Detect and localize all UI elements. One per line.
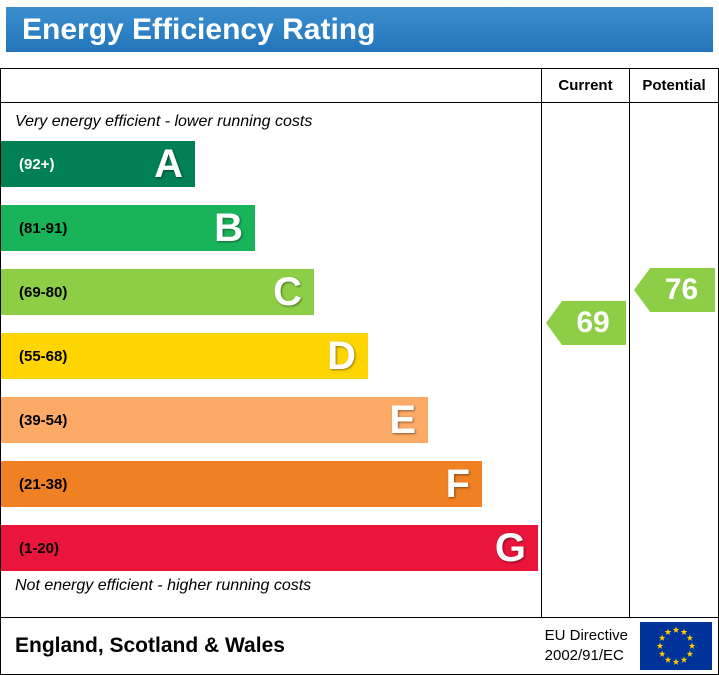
band-letter: A bbox=[154, 142, 183, 186]
band-range-label: (69-80) bbox=[19, 283, 68, 301]
eu-directive-line2: 2002/91/EC bbox=[544, 647, 624, 664]
potential-rating-arrow: 76 bbox=[634, 268, 715, 312]
band-range-label: (39-54) bbox=[19, 411, 68, 429]
current-column-header: Current bbox=[558, 77, 613, 94]
band-range-label: (81-91) bbox=[19, 219, 68, 237]
potential-column-header: Potential bbox=[642, 77, 706, 94]
eu-directive-line1: EU Directive bbox=[544, 626, 628, 644]
current-rating-value: 69 bbox=[576, 306, 610, 339]
rating-band-b: (81-91) B bbox=[1, 205, 255, 251]
column-divider-current bbox=[541, 69, 542, 617]
band-letter: G bbox=[494, 526, 526, 570]
band-letter: E bbox=[389, 398, 416, 442]
band-range-label: (92+) bbox=[19, 155, 55, 173]
band-letter: D bbox=[327, 334, 356, 378]
chart-title-bar: Energy Efficiency Rating bbox=[6, 7, 713, 52]
rating-band-e: (39-54) E bbox=[1, 397, 428, 443]
rating-band-a: (92+) A bbox=[1, 141, 195, 187]
eu-flag-icon bbox=[640, 622, 712, 670]
potential-rating-value: 76 bbox=[664, 273, 699, 306]
eu-directive-label: EU Directive 2002/91/EC bbox=[545, 626, 628, 667]
table-header-row: Current Potential bbox=[1, 69, 718, 103]
current-rating-arrow: 69 bbox=[546, 301, 626, 345]
column-divider-potential bbox=[629, 69, 630, 617]
rating-bands: (92+) A (81-91) B (69-80) C (55-68) D (39-54) E (2… bbox=[1, 141, 541, 589]
rating-band-g: (1-20) G bbox=[1, 525, 538, 571]
band-range-label: (55-68) bbox=[19, 347, 68, 365]
band-range-label: (1-20) bbox=[19, 539, 60, 557]
rating-band-c: (69-80) C bbox=[1, 269, 314, 315]
band-letter: C bbox=[273, 270, 302, 314]
footer: England, Scotland & Wales EU Directive 2… bbox=[0, 618, 719, 675]
rating-table: Current Potential Very energy efficient … bbox=[0, 68, 719, 618]
bottom-note: Not energy efficient - higher running co… bbox=[15, 577, 312, 594]
rating-band-d: (55-68) D bbox=[1, 333, 368, 379]
region-label: England, Scotland & Wales bbox=[15, 634, 285, 657]
top-note: Very energy efficient - lower running co… bbox=[15, 113, 313, 130]
band-range-label: (21-38) bbox=[19, 475, 68, 493]
band-letter: B bbox=[214, 206, 243, 250]
rating-band-f: (21-38) F bbox=[1, 461, 482, 507]
chart-title: Energy Efficiency Rating bbox=[22, 12, 376, 46]
band-letter: F bbox=[445, 462, 470, 506]
